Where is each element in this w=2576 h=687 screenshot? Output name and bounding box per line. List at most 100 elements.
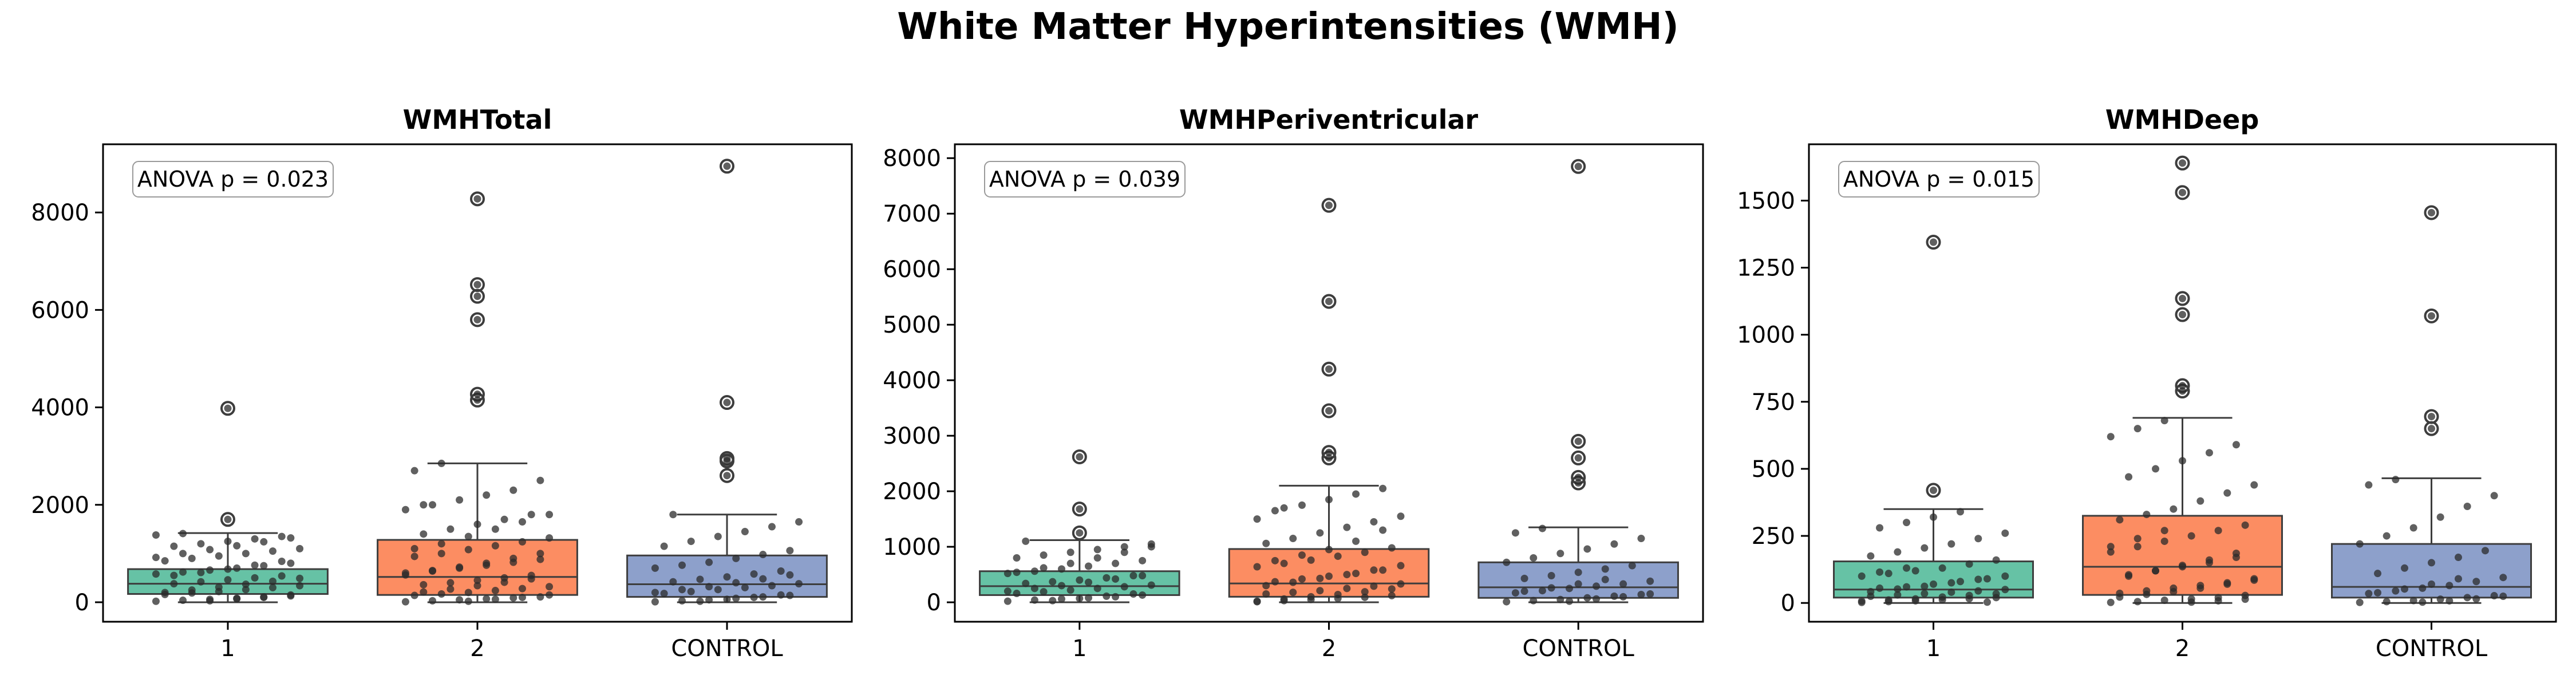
outlier-marker [220, 401, 235, 416]
data-point [1930, 580, 1937, 588]
data-point [251, 561, 259, 569]
data-point [1316, 574, 1324, 582]
data-point [2401, 564, 2409, 572]
data-point [1858, 597, 1866, 605]
data-point [1911, 567, 1919, 575]
data-point [1921, 590, 1929, 598]
data-point [2490, 492, 2498, 500]
data-point [732, 594, 740, 602]
data-point [224, 565, 232, 573]
data-point [268, 547, 276, 555]
y-tick-label: 6000 [883, 256, 941, 283]
data-point [1120, 543, 1128, 551]
y-tick-label: 2000 [883, 479, 941, 505]
x-tick-label: 2 [2175, 635, 2190, 662]
data-point [1093, 554, 1101, 562]
data-point [2134, 535, 2142, 543]
data-point [1280, 504, 1288, 512]
data-point [447, 585, 455, 593]
data-point [2436, 513, 2444, 521]
data-point [1983, 598, 1991, 606]
data-point [2241, 595, 2249, 603]
data-point [491, 542, 499, 550]
data-point [705, 583, 713, 591]
data-point [1930, 238, 1937, 246]
data-point [1556, 595, 1564, 603]
data-point [242, 580, 250, 588]
data-point [1983, 575, 1991, 583]
data-point [2143, 590, 2151, 598]
data-point [188, 554, 196, 562]
data-point [2436, 595, 2444, 603]
data-point [2356, 540, 2364, 548]
data-point [1903, 564, 1911, 572]
data-point [1388, 591, 1396, 599]
data-point [1049, 597, 1057, 605]
y-tick-label: 2000 [31, 492, 89, 519]
outlier-marker [1926, 235, 1941, 250]
data-point [1271, 578, 1279, 586]
data-point [1147, 543, 1155, 551]
data-point [2179, 387, 2186, 395]
data-point [546, 591, 554, 599]
data-point [1147, 581, 1155, 589]
data-point [527, 511, 535, 519]
data-point [410, 467, 418, 475]
data-point [1022, 579, 1030, 587]
data-point [1361, 593, 1369, 601]
data-point [1298, 551, 1306, 559]
data-point [696, 575, 704, 583]
data-point [1076, 594, 1084, 602]
data-point [1547, 572, 1555, 580]
data-point [1637, 535, 1645, 543]
data-point [1103, 574, 1111, 582]
data-point [750, 593, 758, 601]
data-point [687, 587, 695, 595]
data-point [437, 540, 445, 548]
data-point [1965, 591, 1973, 599]
data-point [161, 557, 169, 565]
data-point [2223, 489, 2231, 497]
data-point [1066, 586, 1074, 594]
outlier-marker [1926, 483, 1941, 498]
y-tick-label: 0 [1781, 590, 1795, 617]
data-point [536, 593, 544, 601]
outlier-marker [1072, 449, 1087, 464]
outlier-marker [220, 512, 235, 527]
data-point [1139, 556, 1147, 564]
data-point [1593, 595, 1601, 603]
data-point [2107, 548, 2115, 556]
data-point [447, 579, 455, 587]
data-point [1583, 594, 1591, 602]
data-point [1530, 554, 1538, 562]
data-point [1867, 588, 1875, 596]
panel-title-wmh-periventricular: WMHPeriventricular [1179, 104, 1479, 135]
data-point [723, 398, 731, 406]
data-point [2445, 597, 2453, 605]
data-point [2401, 585, 2409, 593]
data-point [2232, 441, 2240, 449]
data-point [1938, 564, 1946, 572]
data-point [152, 570, 160, 578]
data-point [233, 595, 241, 603]
data-point [1361, 548, 1369, 556]
data-point [1343, 571, 1351, 579]
data-point [491, 525, 499, 533]
data-point [2134, 598, 2142, 606]
panel-wmh-periventricular: WMHPeriventricular 0 1000 2000 3000 4000 5000… [883, 104, 1704, 662]
data-point [509, 594, 517, 602]
data-point [1619, 593, 1627, 601]
data-point [401, 506, 409, 514]
data-point [536, 555, 544, 563]
data-point [1397, 580, 1405, 588]
data-point [2250, 576, 2258, 584]
data-point [1022, 537, 1030, 545]
data-point [536, 476, 544, 484]
data-point [759, 575, 767, 583]
data-point [1370, 566, 1378, 574]
data-point [2428, 425, 2435, 433]
data-point [1076, 505, 1084, 513]
data-point [1298, 501, 1306, 509]
outlier-marker [720, 468, 734, 483]
data-point [2160, 527, 2168, 535]
